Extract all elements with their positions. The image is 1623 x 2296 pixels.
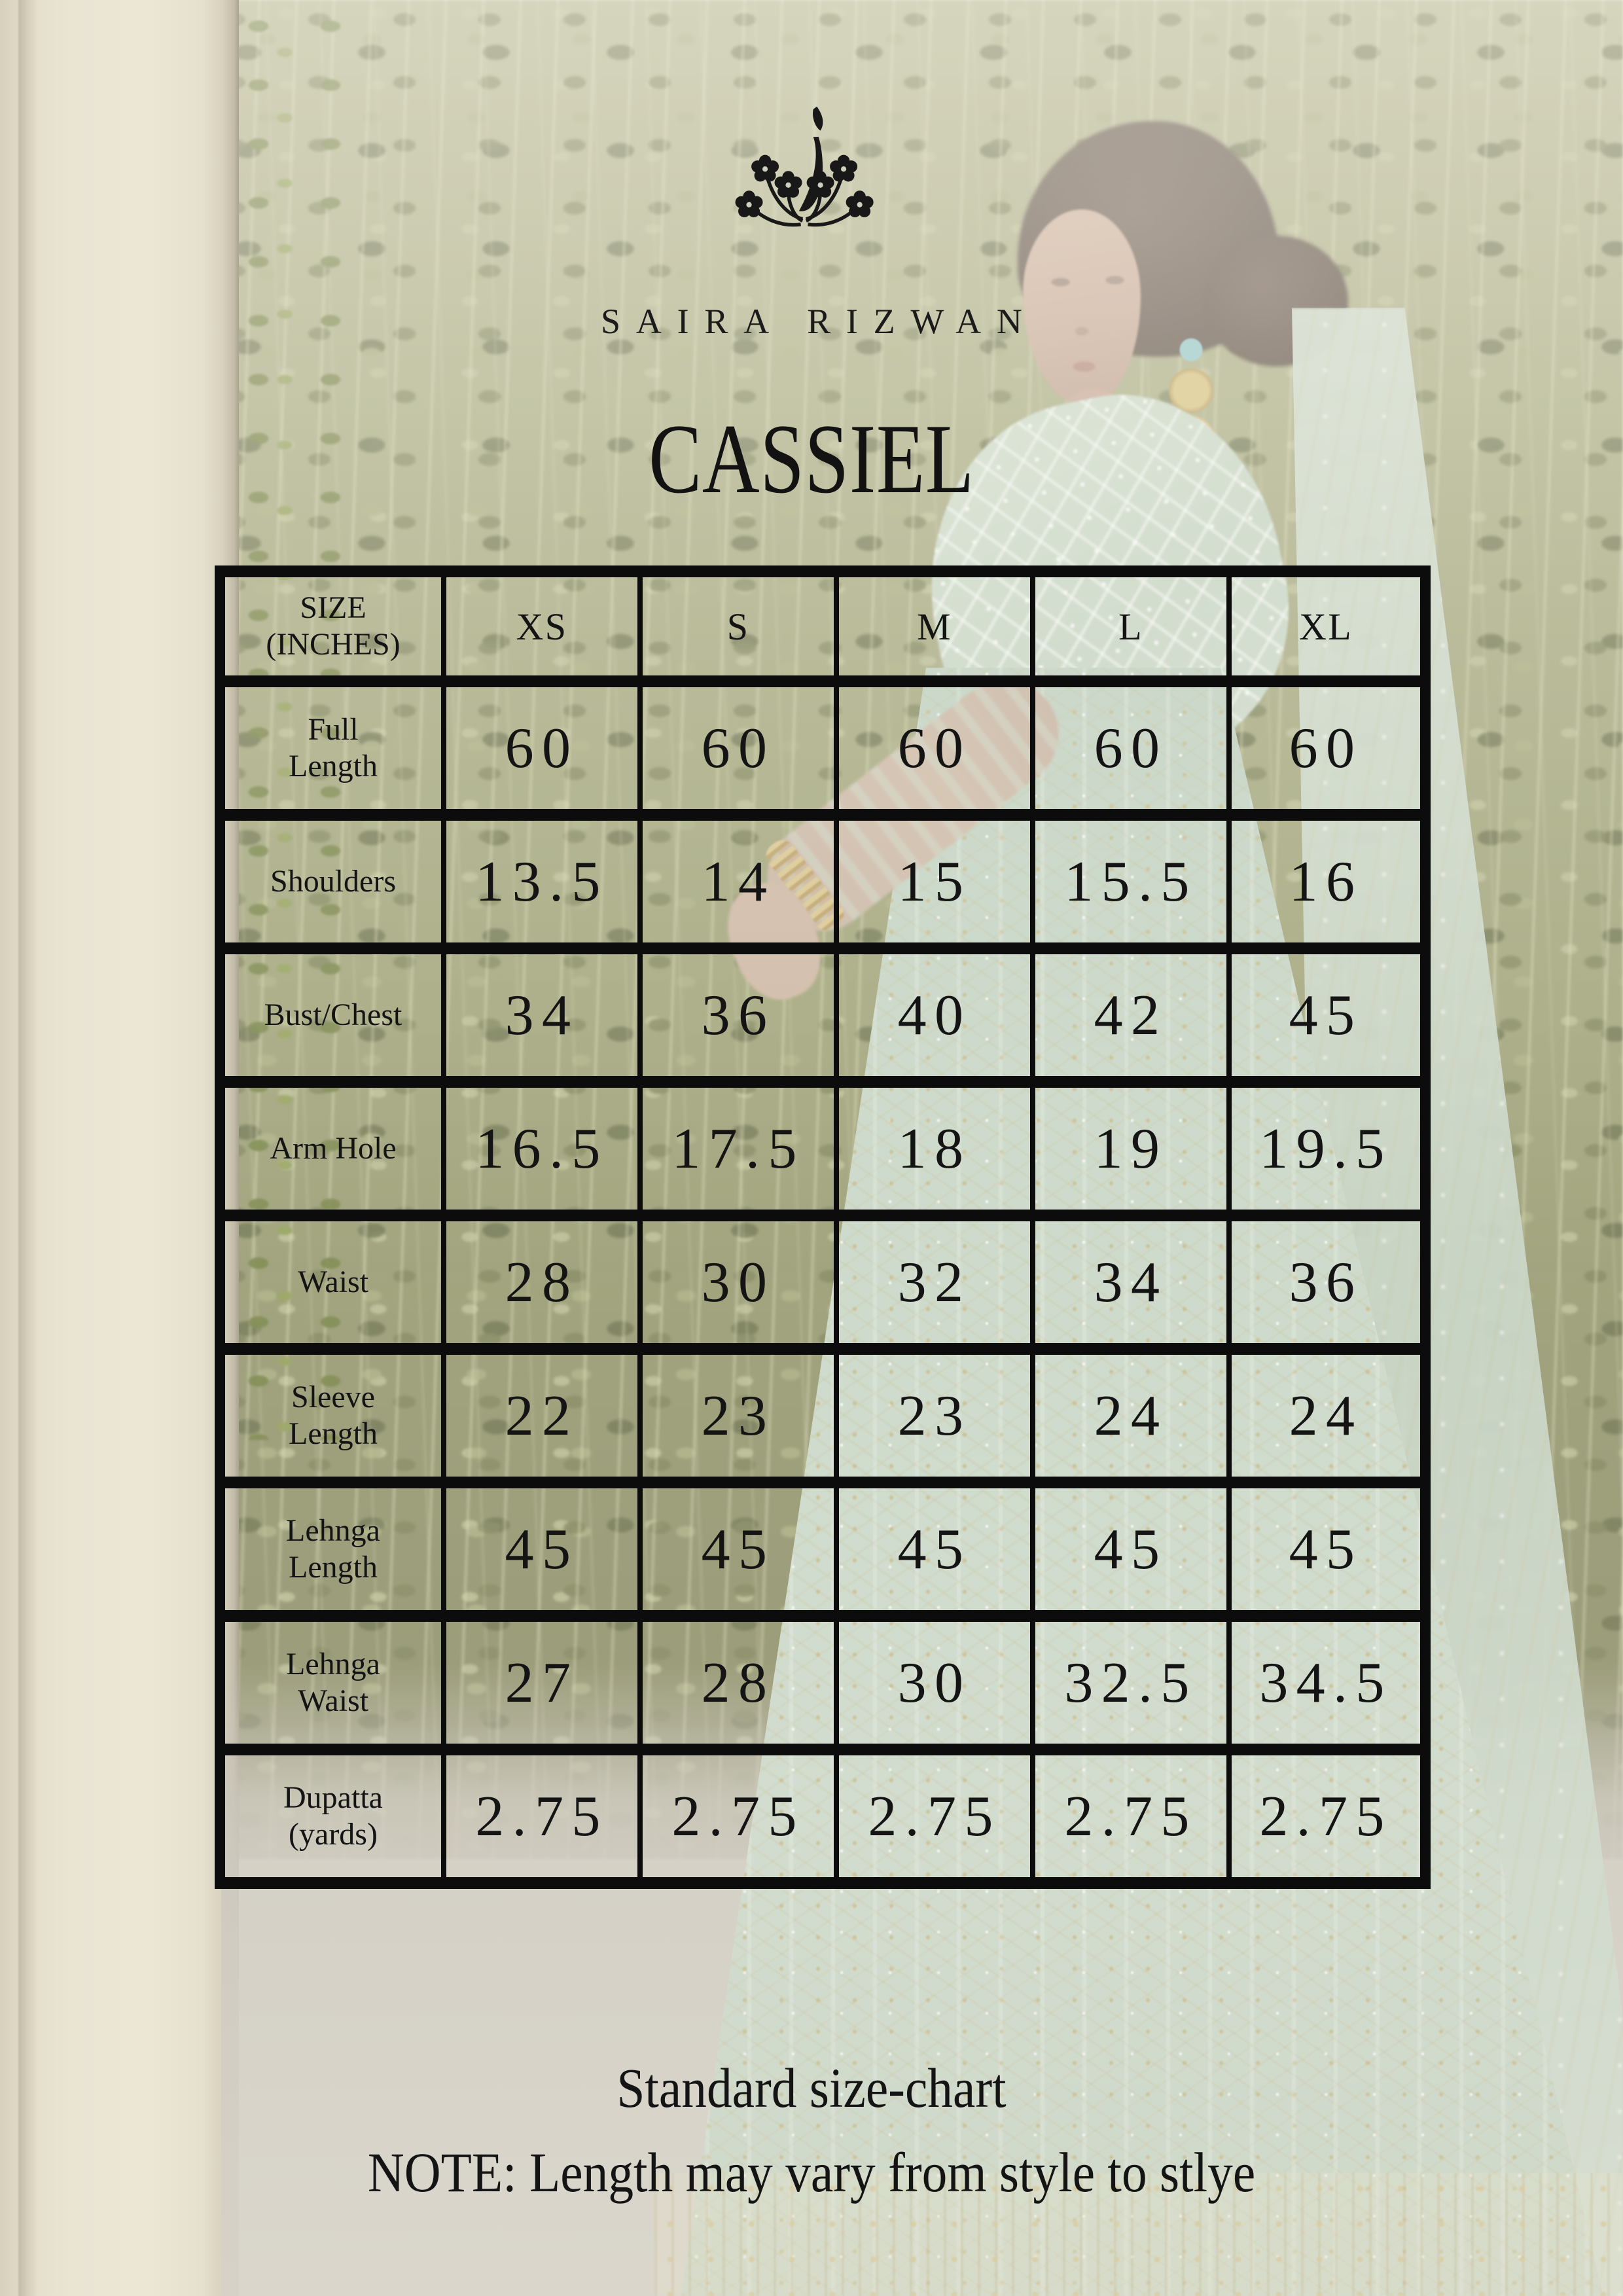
label-line: (yards) [289, 1817, 378, 1852]
table-row-arm-hole: Arm Hole 16.5 17.5 18 19 19.5 [217, 1076, 1428, 1221]
table-row-lehnga-length: Lehnga Length 45 45 45 45 45 [217, 1477, 1428, 1622]
size-value: 24 [1030, 1343, 1232, 1488]
table-row-dupatta: Dupatta (yards) 2.75 2.75 2.75 2.75 2.75 [217, 1744, 1428, 1889]
label-line: Waist [297, 1265, 369, 1300]
size-value: 45 [637, 1477, 839, 1622]
size-value: 2.75 [1226, 1744, 1428, 1889]
size-value: 30 [834, 1610, 1035, 1755]
table-row-shoulders: Shoulders 13.5 14 15 15.5 16 [217, 809, 1428, 954]
brand-monogram-icon [713, 90, 910, 264]
table-row-sleeve-length: Sleeve Length 22 23 23 24 24 [217, 1343, 1428, 1488]
size-value: 60 [637, 675, 839, 821]
size-column-header-xs: XS [441, 565, 643, 687]
size-value: 24 [1226, 1343, 1428, 1488]
page-title-text: CASSIEL [649, 404, 974, 514]
label-line: Arm Hole [270, 1131, 397, 1166]
size-value: 32 [834, 1210, 1035, 1355]
label-line: (INCHES) [266, 627, 401, 662]
table-row-waist: Waist 28 30 32 34 36 [217, 1210, 1428, 1355]
size-column-header-l: L [1030, 565, 1232, 687]
label-line: Full [308, 712, 359, 747]
size-unit-header: SIZE (INCHES) [217, 565, 446, 687]
table-row-lehnga-waist: Lehnga Waist 27 28 30 32.5 34.5 [217, 1610, 1428, 1755]
label-line: Length [289, 1550, 378, 1585]
label-line: Lehnga [286, 1647, 380, 1682]
size-value: 60 [441, 675, 643, 821]
size-column-header-s: S [637, 565, 839, 687]
size-value: 34.5 [1226, 1610, 1428, 1755]
label-line: SIZE [300, 590, 366, 626]
size-value: 36 [637, 942, 839, 1088]
measurement-label: Full Length [217, 675, 446, 821]
measurement-label: Bust/Chest [217, 942, 446, 1088]
size-value: 42 [1030, 942, 1232, 1088]
size-value: 36 [1226, 1210, 1428, 1355]
measurement-label: Dupatta (yards) [217, 1744, 446, 1889]
size-value: 34 [441, 942, 643, 1088]
label-line: Bust/Chest [264, 997, 402, 1033]
measurement-label: Arm Hole [217, 1076, 446, 1221]
size-value: 15 [834, 809, 1035, 954]
size-value: 60 [834, 675, 1035, 821]
size-value: 45 [834, 1477, 1035, 1622]
size-value: 23 [637, 1343, 839, 1488]
size-value: 32.5 [1030, 1610, 1232, 1755]
size-value: 60 [1030, 675, 1232, 821]
size-value: 27 [441, 1610, 643, 1755]
table-header-row: SIZE (INCHES) XS S M L XL [217, 565, 1428, 687]
label-line: Lehnga [286, 1513, 380, 1549]
size-value: 15.5 [1030, 809, 1232, 954]
label-line: Waist [297, 1683, 369, 1718]
size-value: 14 [637, 809, 839, 954]
footer-line-note: NOTE: Length may vary from style to stly… [367, 2141, 1256, 2204]
label-line: Shoulders [270, 864, 396, 899]
size-value: 19.5 [1226, 1076, 1428, 1221]
brand-name: SAIRA RIZWAN [601, 302, 1038, 341]
size-value: 45 [1226, 1477, 1428, 1622]
size-value: 60 [1226, 675, 1428, 821]
size-value: 18 [834, 1076, 1035, 1221]
page-title: CASSIEL [0, 404, 1623, 514]
label-line: Length [289, 749, 378, 783]
size-value: 19 [1030, 1076, 1232, 1221]
size-value: 16 [1226, 809, 1428, 954]
size-value: 28 [637, 1610, 839, 1755]
size-value: 16.5 [441, 1076, 643, 1221]
measurement-label: Sleeve Length [217, 1343, 446, 1488]
size-value: 2.75 [1030, 1744, 1232, 1889]
size-value: 22 [441, 1343, 643, 1488]
measurement-label: Lehnga Waist [217, 1610, 446, 1755]
measurement-label: Waist [217, 1210, 446, 1355]
size-value: 28 [441, 1210, 643, 1355]
label-line: Sleeve [291, 1380, 375, 1415]
size-chart-table: SIZE (INCHES) XS S M L XL Full Length 60… [215, 565, 1431, 1889]
footer-line-standard: Standard size-chart [616, 2056, 1007, 2119]
table-row-bust-chest: Bust/Chest 34 36 40 42 45 [217, 942, 1428, 1088]
table-row-full-length: Full Length 60 60 60 60 60 [217, 675, 1428, 821]
size-value: 45 [1226, 942, 1428, 1088]
size-column-header-xl: XL [1226, 565, 1428, 687]
size-value: 2.75 [441, 1744, 643, 1889]
size-value: 2.75 [637, 1744, 839, 1889]
measurement-label: Lehnga Length [217, 1477, 446, 1622]
size-value: 45 [1030, 1477, 1232, 1622]
size-value: 34 [1030, 1210, 1232, 1355]
measurement-label: Shoulders [217, 809, 446, 954]
footer-note: Standard size-chart NOTE: Length may var… [0, 2046, 1623, 2215]
size-value: 40 [834, 942, 1035, 1088]
label-line: Length [289, 1416, 378, 1451]
size-value: 17.5 [637, 1076, 839, 1221]
size-value: 2.75 [834, 1744, 1035, 1889]
size-value: 13.5 [441, 809, 643, 954]
size-column-header-m: M [834, 565, 1035, 687]
size-value: 23 [834, 1343, 1035, 1488]
size-value: 30 [637, 1210, 839, 1355]
size-value: 45 [441, 1477, 643, 1622]
label-line: Dupatta [283, 1780, 383, 1816]
left-wall-pillar [0, 0, 239, 2296]
